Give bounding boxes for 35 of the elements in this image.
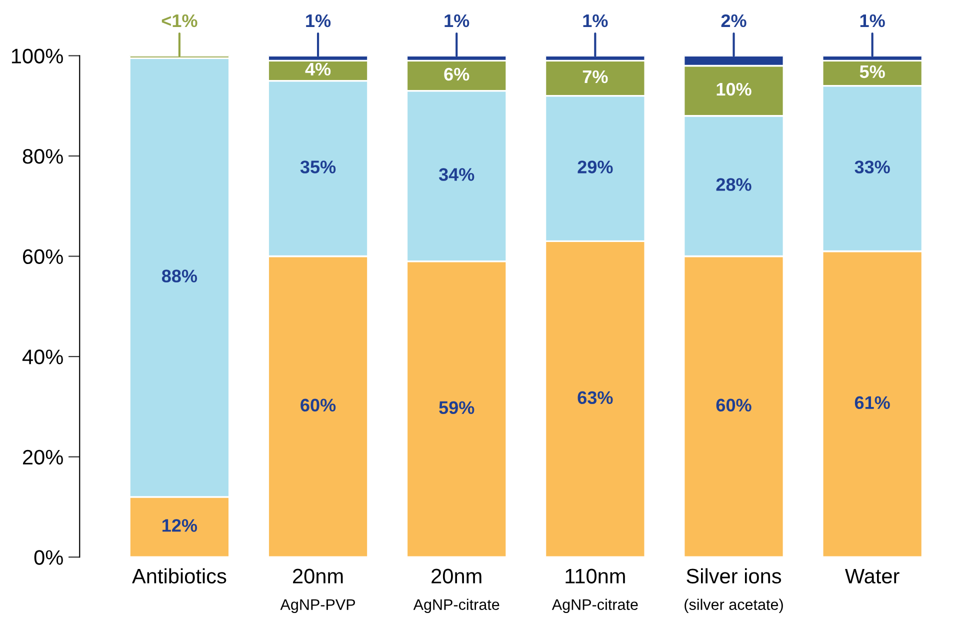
- data-label: 1%: [583, 14, 608, 28]
- category-label: 20nm AgNP-PVP: [280, 568, 355, 614]
- y-tick-label: 0%: [34, 550, 63, 565]
- y-tick-label: 60%: [23, 249, 63, 264]
- data-label: 34%: [438, 168, 474, 181]
- x-tick-label: Antibiotics: [132, 568, 226, 584]
- data-label: 28%: [716, 178, 752, 191]
- data-label: 63%: [578, 391, 613, 404]
- data-label: 59%: [439, 401, 474, 414]
- data-label: 1%: [306, 14, 331, 28]
- data-label: 4%: [305, 62, 331, 76]
- data-label: 35%: [300, 160, 336, 174]
- category-label: 110nm AgNP-citrate: [552, 568, 638, 614]
- x-tick-label: Water: [845, 568, 900, 584]
- data-label: 1%: [860, 14, 885, 28]
- data-label: 6%: [444, 68, 470, 81]
- data-label: 60%: [716, 398, 752, 412]
- y-tick-label: 20%: [23, 450, 63, 465]
- data-label: 10%: [716, 82, 752, 96]
- data-label: 7%: [582, 70, 608, 84]
- data-label: 2%: [721, 14, 746, 28]
- y-tick-label: 100%: [12, 48, 63, 64]
- data-label: 33%: [854, 160, 890, 174]
- data-label: 12%: [162, 519, 198, 532]
- data-label: <1%: [162, 14, 198, 28]
- category-label: 20nm AgNP-citrate: [413, 568, 500, 614]
- y-tick-label: 40%: [22, 350, 63, 364]
- data-label: 88%: [162, 270, 198, 282]
- category-label: Silver ions (silver acetate): [684, 568, 783, 613]
- data-label: 60%: [300, 398, 336, 412]
- data-label: 61%: [854, 396, 890, 410]
- y-tick-label: 80%: [22, 148, 63, 164]
- data-label: 29%: [578, 160, 613, 174]
- data-label: 5%: [860, 65, 885, 78]
- data-label: 1%: [444, 14, 470, 28]
